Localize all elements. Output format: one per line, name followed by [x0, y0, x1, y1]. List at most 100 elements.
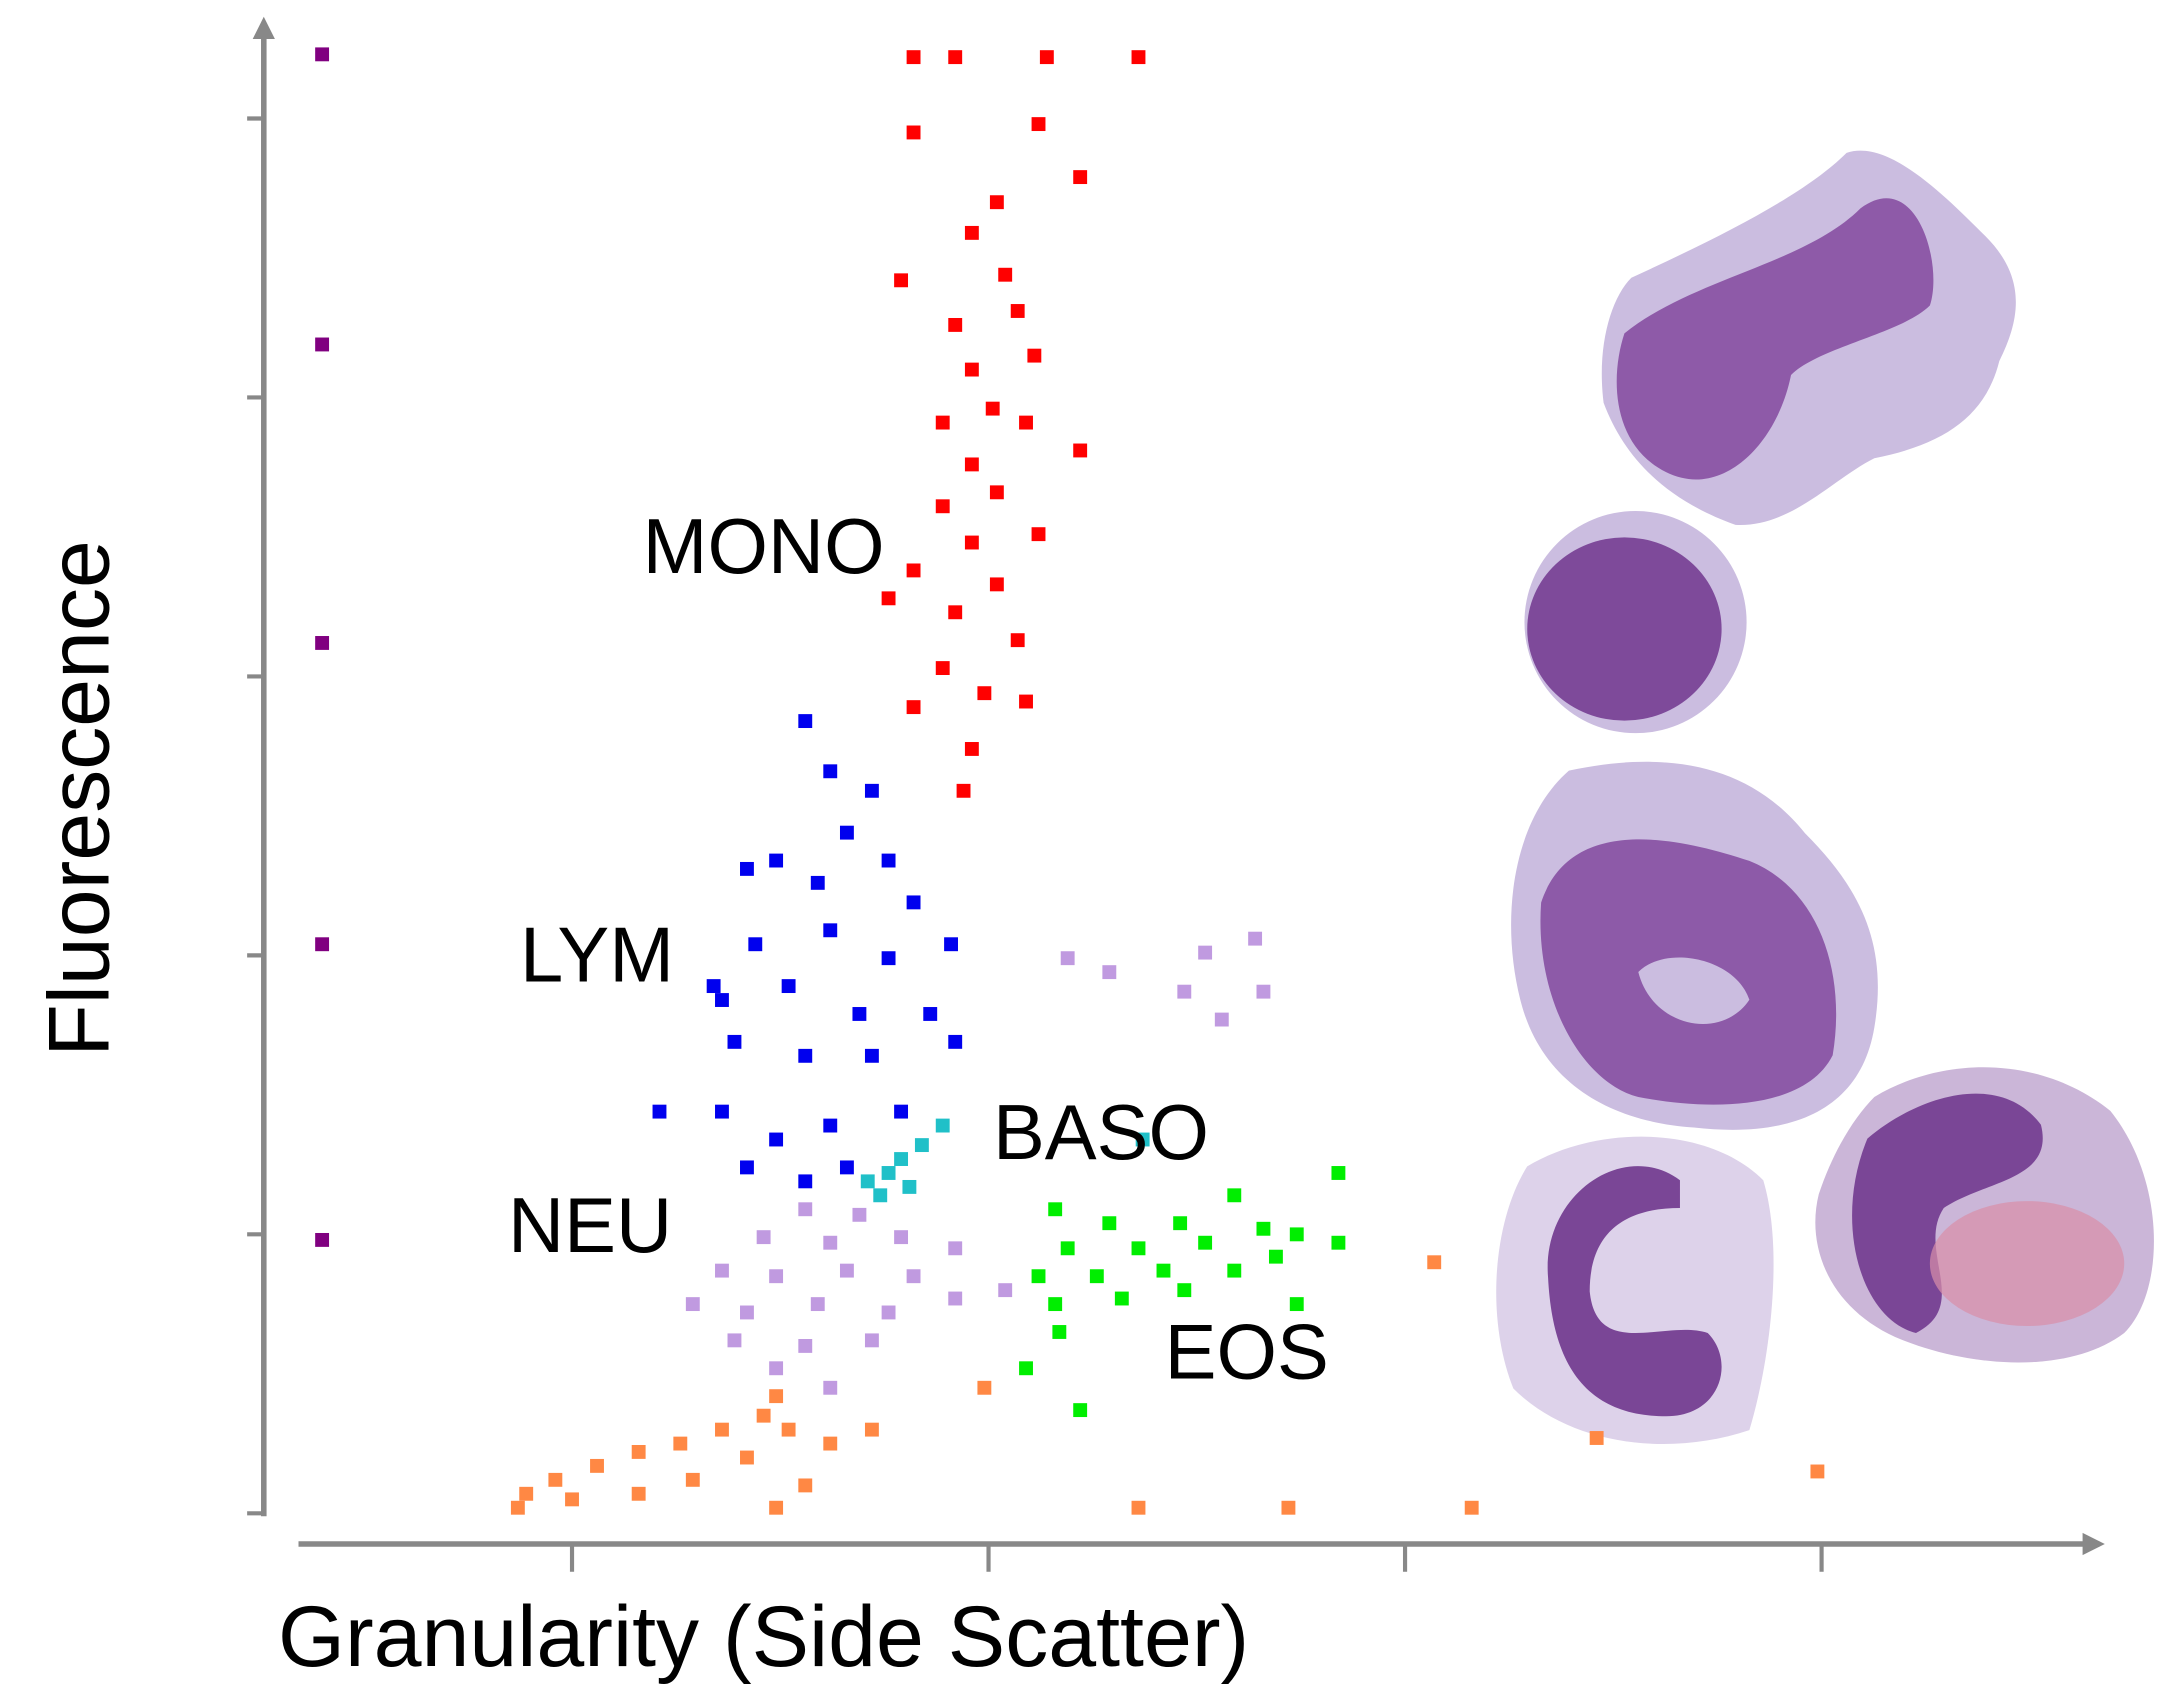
point [948, 605, 963, 620]
point [1073, 1403, 1088, 1418]
x-axis-arrow [2082, 1532, 2105, 1556]
point [685, 1297, 700, 1312]
point [873, 1188, 888, 1203]
point [948, 317, 963, 332]
point [881, 1305, 896, 1320]
point [906, 563, 921, 578]
point [1131, 1241, 1146, 1256]
point [1019, 694, 1033, 709]
point [881, 853, 896, 868]
point [852, 1007, 867, 1021]
point [727, 1034, 742, 1049]
point [769, 1500, 784, 1515]
point [1289, 1227, 1304, 1242]
point [839, 1263, 854, 1278]
point [998, 1283, 1013, 1298]
point [715, 1263, 729, 1278]
point [935, 499, 950, 514]
point [590, 1458, 604, 1473]
point [1060, 1241, 1075, 1256]
point [519, 1486, 534, 1501]
point [1256, 984, 1271, 999]
x-axis-label: Granularity (Side Scatter) [278, 1589, 1249, 1685]
point [1027, 348, 1042, 363]
point [798, 1478, 813, 1493]
point [1256, 1221, 1271, 1236]
point [798, 714, 813, 729]
point [810, 1297, 825, 1312]
point [1031, 1269, 1046, 1284]
point [1810, 1464, 1825, 1479]
point [1131, 50, 1146, 65]
point [923, 1007, 938, 1021]
point [881, 591, 896, 606]
point [631, 1445, 646, 1459]
point [1102, 1216, 1117, 1231]
point [906, 895, 921, 910]
point [748, 937, 763, 952]
point [798, 1338, 813, 1353]
point [769, 853, 784, 868]
point [977, 1380, 992, 1395]
point [894, 273, 909, 288]
cell-images [1496, 150, 2154, 1445]
point [1331, 1235, 1346, 1250]
point [839, 825, 854, 840]
y-axis-arrow [252, 16, 275, 39]
point [839, 1160, 854, 1175]
point [673, 1436, 688, 1451]
point [1019, 415, 1033, 430]
y-axis-label: Fluorescence [31, 540, 127, 1057]
point [1031, 527, 1046, 542]
point [1135, 1132, 1150, 1147]
point [1589, 1431, 1604, 1445]
point [881, 1166, 896, 1180]
point [1039, 50, 1054, 65]
point [810, 875, 825, 890]
point [510, 1500, 525, 1515]
point [706, 979, 721, 994]
point [935, 415, 950, 430]
point [685, 1472, 700, 1487]
point [769, 1132, 784, 1147]
point [998, 267, 1013, 282]
point [548, 1472, 563, 1487]
point [769, 1269, 784, 1284]
point [989, 577, 1004, 592]
point [964, 535, 979, 550]
point [781, 979, 796, 994]
point [906, 50, 921, 65]
point [964, 457, 979, 472]
cluster-label: MONO [643, 504, 885, 590]
point [740, 861, 754, 876]
point [1010, 633, 1025, 648]
point [798, 1174, 813, 1189]
point [1214, 1012, 1229, 1027]
point [894, 1230, 909, 1245]
point [740, 1450, 754, 1465]
point [944, 937, 958, 952]
cluster-label: LYM [520, 912, 674, 998]
point [894, 1104, 909, 1119]
cell-granules [1929, 1201, 2125, 1327]
point [1131, 1500, 1146, 1515]
cell-nucleus [1540, 839, 1837, 1105]
point [823, 1436, 838, 1451]
cell-nucleus [1616, 198, 1934, 480]
point [1177, 984, 1192, 999]
point [315, 337, 330, 352]
point [977, 686, 992, 701]
point [864, 1422, 879, 1437]
cell-nucleus [1852, 1093, 2043, 1333]
point [1102, 965, 1117, 980]
cluster-label: NEU [508, 1183, 672, 1269]
point [315, 937, 330, 952]
point [906, 700, 921, 715]
point [315, 636, 330, 650]
point [860, 1174, 875, 1189]
point [715, 993, 729, 1007]
point [948, 1034, 963, 1049]
point [823, 1380, 838, 1395]
point [914, 1138, 929, 1153]
